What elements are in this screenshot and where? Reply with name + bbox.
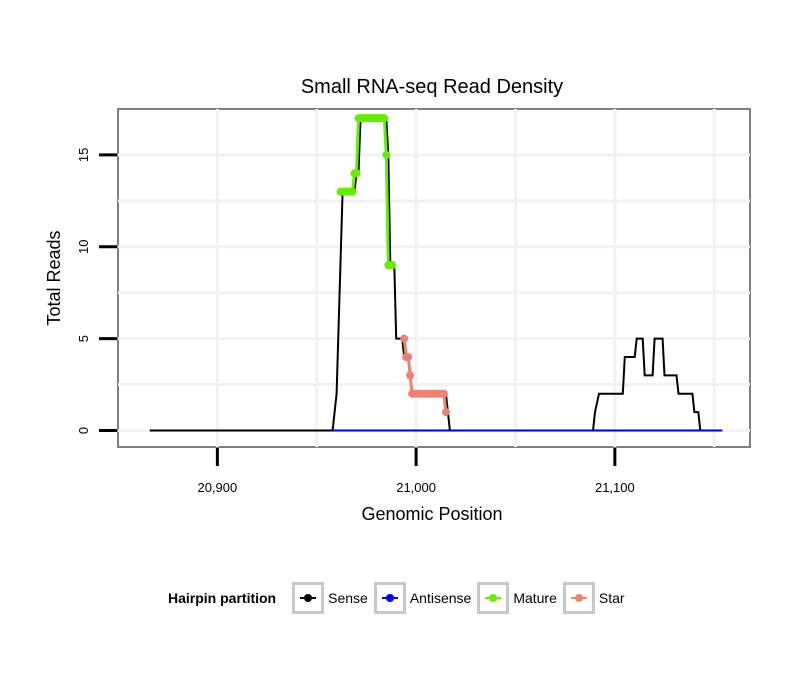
series-mature-point [382,150,391,159]
series-mature-point [348,187,357,196]
series-star-point [404,352,413,361]
x-axis-label: Genomic Position [361,504,502,524]
legend-label-star: Star [598,590,625,606]
legend-key-star [562,582,595,614]
series-mature-point [380,114,389,123]
x-tick-label: 20,900 [197,480,237,495]
series-star-point [441,408,450,417]
legend-item-mature: Mature [477,582,557,614]
series-mature-point [388,261,397,270]
legend-label-antisense: Antisense [409,590,472,606]
legend-key-sense [292,582,325,614]
legend-item-antisense: Antisense [373,582,472,614]
y-tick-label: 0 [76,427,91,434]
series-mature-point [352,169,361,178]
series-star-point [400,334,409,343]
axes: 20,900 21,000 21,100 0 5 10 15 [76,148,635,495]
y-tick-label: 10 [76,240,91,254]
legend-key-mature [477,582,510,614]
legend-item-star: Star [562,582,625,614]
y-tick-label: 5 [76,335,91,342]
y-tick-label: 15 [76,148,91,162]
chart: Small RNA-seq Read Density 20,900 21,000 2… [44,76,751,524]
legend-title: Hairpin partition [168,590,277,606]
legend-key-antisense [373,582,406,614]
y-axis-label: Total Reads [44,230,64,325]
legend-item-sense: Sense [292,582,368,614]
legend-label-sense: Sense [328,590,368,606]
legend-label-mature: Mature [513,590,557,606]
chart-title: Small RNA-seq Read Density [301,76,563,98]
x-tick-label: 21,000 [396,480,436,495]
series-star-point [439,389,448,398]
legend: Hairpin partition Sense Antisense Mature… [168,578,631,618]
series-layer [149,114,723,432]
x-tick-label: 21,100 [595,480,635,495]
series-star-point [406,371,415,380]
